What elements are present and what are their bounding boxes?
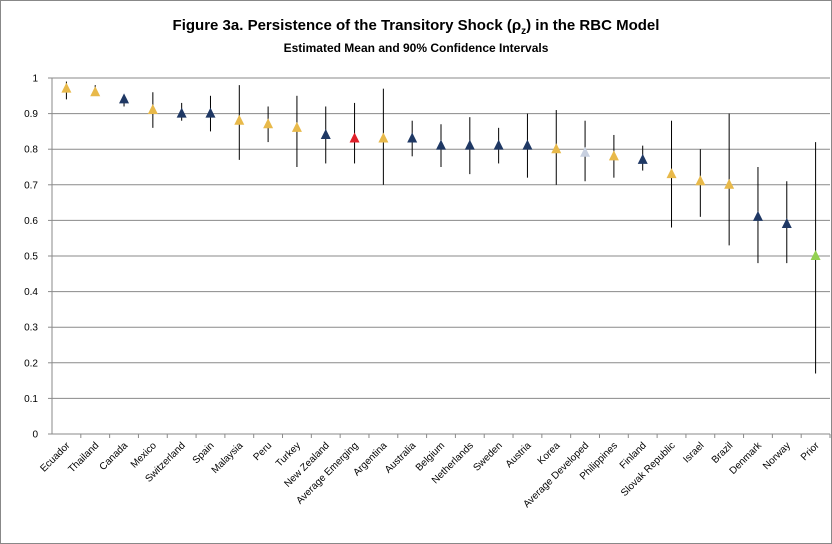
mean-marker — [637, 153, 648, 164]
mean-marker — [349, 132, 360, 143]
mean-marker — [291, 121, 302, 132]
y-tick-label: 0.2 — [24, 358, 38, 369]
chart-subtitle: Estimated Mean and 90% Confidence Interv… — [284, 41, 549, 55]
mean-marker — [90, 86, 101, 97]
y-tick-label: 0.1 — [24, 394, 38, 405]
mean-marker — [522, 139, 533, 150]
mean-marker — [176, 107, 187, 118]
mean-marker — [666, 168, 677, 179]
mean-marker — [263, 118, 274, 129]
y-tick-label: 1 — [32, 74, 38, 85]
title-part: Figure 3a. Persistence of the Transitory… — [173, 17, 522, 34]
mean-marker — [61, 82, 72, 93]
y-tick-label: 0.5 — [24, 252, 38, 263]
y-tick-label: 0 — [32, 430, 38, 441]
y-tick-label: 0.7 — [24, 180, 38, 191]
y-tick-label: 0.9 — [24, 109, 38, 120]
mean-marker — [436, 139, 446, 150]
mean-marker — [147, 104, 158, 115]
mean-marker — [205, 107, 216, 118]
mean-marker — [378, 132, 389, 143]
mean-marker — [608, 150, 619, 161]
mean-marker — [580, 146, 591, 157]
mean-marker — [320, 128, 331, 139]
mean-marker — [464, 139, 475, 150]
y-tick-label: 0.4 — [24, 287, 38, 298]
mean-marker — [724, 178, 735, 189]
mean-marker — [551, 143, 562, 154]
y-tick-label: 0.3 — [24, 323, 38, 334]
mean-marker — [810, 250, 821, 260]
mean-marker — [781, 217, 792, 228]
mean-marker — [493, 139, 504, 150]
title-part: ) in the RBC Model — [526, 17, 659, 34]
chart-title: Figure 3a. Persistence of the Transitory… — [173, 17, 660, 37]
mean-marker — [695, 175, 706, 186]
y-tick-label: 0.8 — [24, 145, 38, 156]
y-tick-label: 0.6 — [24, 216, 38, 227]
mean-marker — [407, 132, 418, 143]
title-subscript: z — [521, 26, 526, 37]
mean-marker — [234, 114, 245, 125]
mean-marker — [119, 93, 130, 104]
mean-marker — [752, 210, 763, 221]
